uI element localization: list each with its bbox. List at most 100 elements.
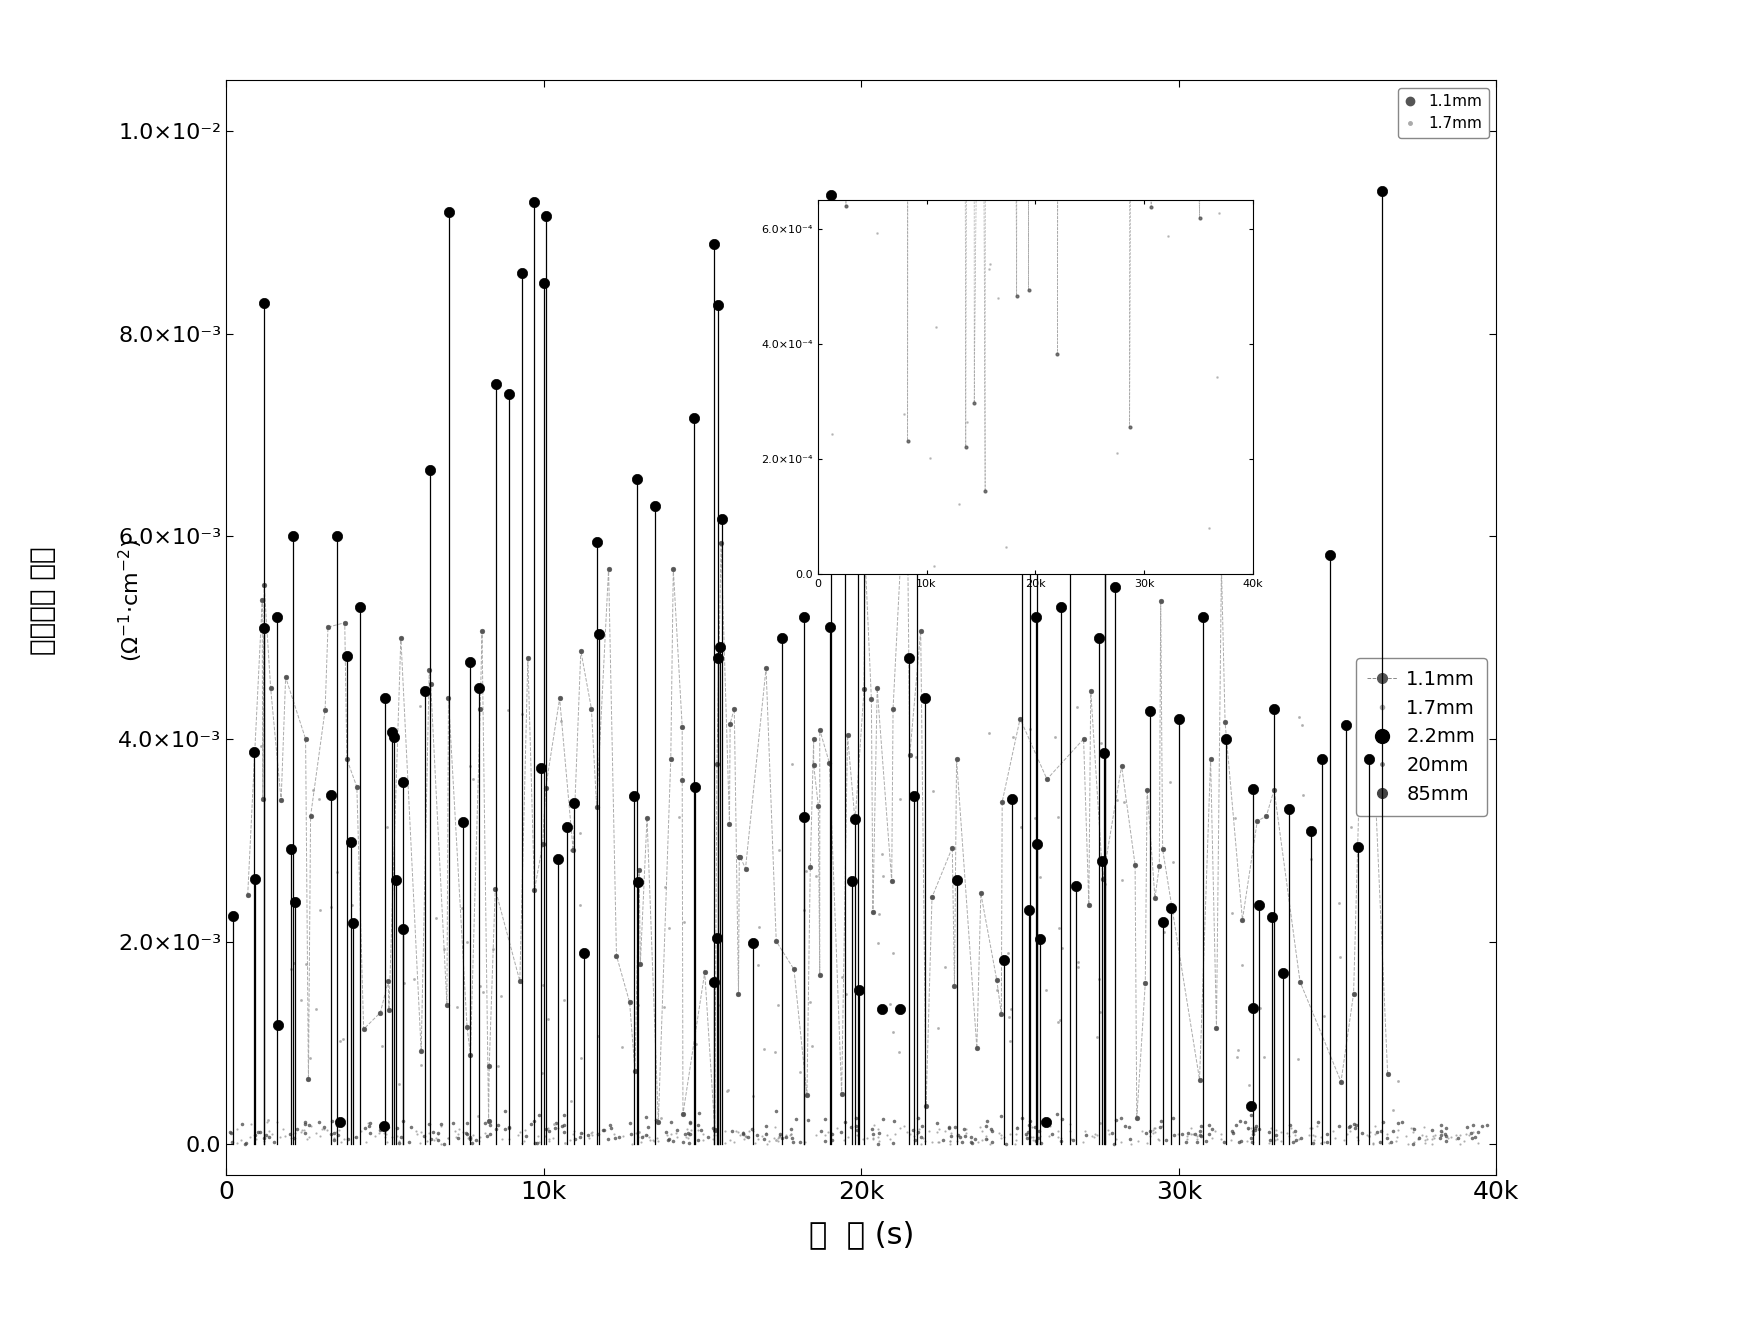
Point <box>546 710 574 732</box>
Point <box>750 1039 777 1060</box>
Point <box>885 1117 913 1139</box>
Point <box>683 1129 711 1151</box>
Point <box>685 1103 713 1124</box>
Point <box>438 1112 466 1133</box>
Point <box>1299 1129 1327 1151</box>
Point <box>330 611 358 633</box>
Point <box>974 1109 1002 1131</box>
Point <box>946 1127 974 1148</box>
Point <box>383 1117 410 1139</box>
Point <box>703 753 730 774</box>
Point <box>257 1124 285 1145</box>
Point <box>1224 1040 1252 1061</box>
Point <box>943 869 970 890</box>
Point <box>1007 518 1035 539</box>
Point <box>1149 912 1177 933</box>
Point <box>1012 1123 1040 1144</box>
Point <box>466 976 494 997</box>
Point <box>842 1115 870 1136</box>
Point <box>494 1116 522 1137</box>
Point <box>362 1125 390 1147</box>
Point <box>864 1125 892 1147</box>
Point <box>826 1121 854 1143</box>
Point <box>807 1120 835 1141</box>
Point <box>1196 749 1224 770</box>
Point <box>939 12 967 33</box>
Point <box>1012 1127 1040 1148</box>
Point <box>624 995 652 1016</box>
Point <box>405 696 433 717</box>
Point <box>1419 1127 1447 1148</box>
Point <box>762 1100 790 1121</box>
Point <box>816 753 843 774</box>
Point <box>323 861 351 882</box>
Point <box>659 1131 687 1152</box>
Point <box>814 1121 842 1143</box>
Point <box>906 1133 934 1155</box>
Point <box>899 1125 927 1147</box>
Point <box>631 1124 659 1145</box>
Point <box>419 1129 447 1151</box>
Point <box>1136 1120 1163 1141</box>
Point <box>558 840 586 861</box>
Point <box>908 1115 936 1136</box>
Point <box>680 776 708 797</box>
Point <box>845 979 873 1000</box>
Point <box>664 806 692 828</box>
Point <box>223 1132 250 1153</box>
Point <box>1205 203 1233 224</box>
Point <box>1468 1116 1496 1137</box>
Point <box>452 1121 480 1143</box>
Point <box>1183 1132 1210 1153</box>
Point <box>1296 821 1323 842</box>
Point <box>504 1124 532 1145</box>
Point <box>880 1111 908 1132</box>
Point <box>1381 1131 1409 1152</box>
Point <box>264 1015 292 1036</box>
Point <box>1419 1125 1447 1147</box>
Point <box>261 1131 289 1152</box>
Point <box>1172 1131 1200 1152</box>
Point <box>346 597 374 618</box>
X-axis label: 时  间 (s): 时 间 (s) <box>809 1220 913 1250</box>
Point <box>577 1125 605 1147</box>
Point <box>482 878 510 900</box>
Point <box>1144 1129 1172 1151</box>
Point <box>377 721 405 742</box>
Point <box>1047 1131 1075 1152</box>
Point <box>817 184 845 206</box>
Point <box>1033 769 1061 790</box>
Point <box>616 992 643 1013</box>
Point <box>1240 1117 1268 1139</box>
Point <box>953 411 981 433</box>
Point <box>859 1115 887 1136</box>
Point <box>551 1132 579 1153</box>
Point <box>268 790 296 812</box>
Point <box>1207 1124 1235 1145</box>
Point <box>452 1016 480 1037</box>
Point <box>1019 1129 1047 1151</box>
Point <box>1116 1133 1144 1155</box>
Point <box>400 969 428 991</box>
Point <box>1184 207 1212 228</box>
Point <box>765 1125 793 1147</box>
Point <box>1410 1125 1438 1147</box>
Point <box>280 890 308 912</box>
Point <box>680 407 708 429</box>
Point <box>1207 1128 1235 1149</box>
Point <box>842 809 870 830</box>
Point <box>936 1129 963 1151</box>
Point <box>250 617 278 638</box>
Point <box>983 980 1010 1001</box>
Point <box>763 1128 791 1149</box>
Point <box>534 1008 562 1029</box>
Point <box>657 1123 685 1144</box>
Point <box>567 1123 595 1144</box>
Point <box>1339 1113 1367 1135</box>
Point <box>482 1119 510 1140</box>
Point <box>1108 756 1136 777</box>
Point <box>1334 1116 1362 1137</box>
Point <box>343 1125 370 1147</box>
Point <box>616 1112 643 1133</box>
Point <box>449 812 476 833</box>
